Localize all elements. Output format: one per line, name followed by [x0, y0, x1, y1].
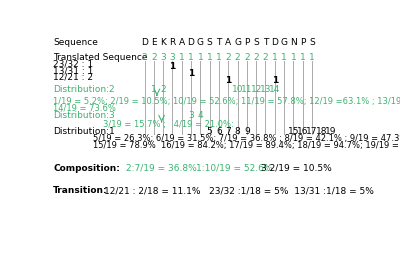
Text: 1: 1 — [169, 62, 176, 71]
Text: 1: 1 — [225, 76, 231, 85]
Text: 2: 2 — [263, 53, 268, 63]
Text: 14: 14 — [269, 85, 280, 93]
Text: 3:2/19 = 10.5%: 3:2/19 = 10.5% — [261, 164, 332, 173]
Text: 4: 4 — [198, 111, 203, 120]
Text: Composition:: Composition: — [53, 164, 120, 173]
Text: 12/21 : 2: 12/21 : 2 — [53, 73, 93, 82]
Text: 19: 19 — [325, 127, 336, 136]
Text: N: N — [290, 38, 297, 47]
Text: 1: 1 — [290, 53, 296, 63]
Text: E: E — [151, 38, 157, 47]
Text: 9: 9 — [244, 127, 250, 136]
Text: 1: 1 — [309, 53, 315, 63]
Text: 15: 15 — [288, 127, 299, 136]
Text: 1: 1 — [272, 53, 278, 63]
Text: D: D — [188, 38, 194, 47]
Text: Distribution:1: Distribution:1 — [53, 127, 115, 136]
Text: 2: 2 — [235, 53, 240, 63]
Text: 11: 11 — [241, 85, 253, 93]
Text: 2:7/19 = 36.8%: 2:7/19 = 36.8% — [126, 164, 197, 173]
Text: 18: 18 — [316, 127, 327, 136]
Text: 12/21 : 2/18 = 11.1%   23/32 :1/18 = 5%  13/31 :1/18 = 5%: 12/21 : 2/18 = 11.1% 23/32 :1/18 = 5% 13… — [104, 186, 374, 195]
Text: 2: 2 — [253, 53, 259, 63]
Text: P: P — [300, 38, 305, 47]
Text: 2: 2 — [142, 53, 147, 63]
Text: 13: 13 — [260, 85, 271, 93]
Text: 1:10/19 = 52.6%: 1:10/19 = 52.6% — [196, 164, 272, 173]
Text: 1: 1 — [300, 53, 306, 63]
Text: Translated Sequence: Translated Sequence — [53, 53, 148, 63]
Text: 15/19 = 78.9%  16/19 = 84.2%; 17/19 = 89.4%; 18/19 = 94.7%; 19/19 = 100%: 15/19 = 78.9% 16/19 = 84.2%; 17/19 = 89.… — [94, 141, 400, 150]
Text: 7: 7 — [225, 127, 231, 136]
Text: P: P — [244, 38, 250, 47]
Text: T: T — [263, 38, 268, 47]
Text: Distribution:3: Distribution:3 — [53, 111, 115, 120]
Text: 8: 8 — [235, 127, 240, 136]
Text: 5: 5 — [207, 127, 212, 136]
Text: 1: 1 — [188, 53, 194, 63]
Text: A: A — [225, 38, 231, 47]
Text: Transition:: Transition: — [53, 186, 108, 195]
Text: 1: 1 — [188, 69, 194, 78]
Text: S: S — [253, 38, 259, 47]
Text: 1: 1 — [216, 53, 222, 63]
Text: 3: 3 — [170, 53, 175, 63]
Text: 2: 2 — [160, 85, 166, 93]
Text: 1: 1 — [179, 53, 185, 63]
Text: 13/31 : 1: 13/31 : 1 — [53, 66, 94, 75]
Text: 1: 1 — [151, 85, 157, 93]
Text: D: D — [271, 38, 278, 47]
Text: S: S — [309, 38, 315, 47]
Text: 3/19 = 15.7% ;   4/19 = 21.0%:: 3/19 = 15.7% ; 4/19 = 21.0%: — [103, 120, 234, 130]
Text: S: S — [207, 38, 212, 47]
Text: T: T — [216, 38, 222, 47]
Text: D: D — [141, 38, 148, 47]
Text: 2: 2 — [151, 53, 157, 63]
Text: 10: 10 — [232, 85, 243, 93]
Text: 17: 17 — [306, 127, 318, 136]
Text: G: G — [280, 38, 288, 47]
Text: R: R — [169, 38, 176, 47]
Text: 3: 3 — [160, 53, 166, 63]
Text: 23/32 : 1: 23/32 : 1 — [53, 60, 93, 69]
Text: 14/19 = 73.6%: 14/19 = 73.6% — [53, 104, 116, 113]
Text: Sequence: Sequence — [53, 38, 98, 47]
Text: 1: 1 — [198, 53, 203, 63]
Text: 2: 2 — [244, 53, 250, 63]
Text: K: K — [160, 38, 166, 47]
Text: G: G — [234, 38, 241, 47]
Text: 1: 1 — [272, 76, 278, 85]
Text: 16: 16 — [297, 127, 308, 136]
Text: G: G — [197, 38, 204, 47]
Text: 12: 12 — [250, 85, 262, 93]
Text: 6: 6 — [216, 127, 222, 136]
Text: 3: 3 — [188, 111, 194, 120]
Text: Distribution:2: Distribution:2 — [53, 85, 115, 93]
Text: 1: 1 — [207, 53, 212, 63]
Text: 1/19 = 5.2%; 2/19 = 10.5%; 10/19 = 52.6%; 11/19 = 57.8%; 12/19 =63.1% ; 13/19 = : 1/19 = 5.2%; 2/19 = 10.5%; 10/19 = 52.6%… — [53, 97, 400, 106]
Text: 1: 1 — [281, 53, 287, 63]
Text: A: A — [179, 38, 185, 47]
Text: 5/19 = 26.3%; 6/19 = 31.5%; 7/19 = 36.8% ; 8/19 = 42.1% ; 9/19 = 47.3%: 5/19 = 26.3%; 6/19 = 31.5%; 7/19 = 36.8%… — [94, 134, 400, 143]
Text: 2: 2 — [226, 53, 231, 63]
